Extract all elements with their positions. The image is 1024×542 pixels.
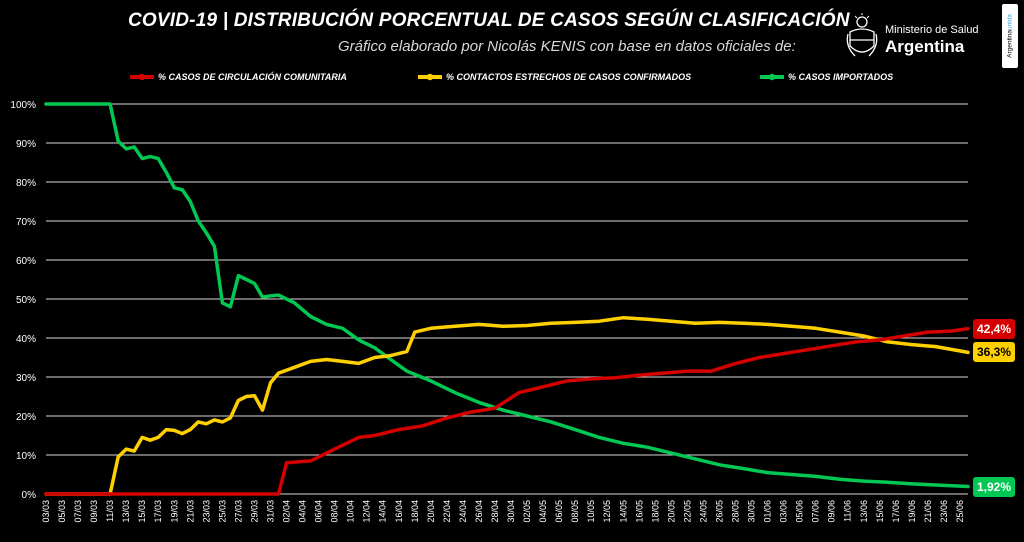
- y-tick-label: 40%: [16, 334, 36, 345]
- end-value-label: 36,3%: [973, 342, 1016, 363]
- x-tick-label: 12/05: [602, 500, 612, 523]
- x-tick-label: 13/06: [859, 500, 869, 523]
- end-value-label: 42,4%: [973, 318, 1016, 339]
- y-tick-label: 20%: [16, 412, 36, 423]
- x-tick-label: 10/04: [346, 500, 356, 523]
- x-tick-label: 23/03: [201, 500, 211, 523]
- y-tick-label: 60%: [16, 256, 36, 267]
- x-tick-label: 28/04: [490, 500, 500, 523]
- x-tick-label: 09/06: [827, 500, 837, 523]
- x-tick-label: 19/06: [907, 500, 917, 523]
- x-tick-label: 28/05: [730, 500, 740, 523]
- y-tick-label: 0%: [22, 490, 37, 501]
- y-tick-label: 90%: [16, 139, 36, 150]
- x-tick-label: 24/04: [458, 500, 468, 523]
- x-tick-label: 07/03: [73, 500, 83, 523]
- legend-label: % CONTACTOS ESTRECHOS DE CASOS CONFIRMAD…: [446, 72, 691, 82]
- y-tick-label: 100%: [10, 100, 36, 111]
- x-tick-label: 07/06: [811, 500, 821, 523]
- argentina-seal-icon: [846, 13, 878, 57]
- x-tick-label: 15/06: [875, 500, 885, 523]
- x-tick-label: 13/03: [121, 500, 131, 523]
- ministry-name: Ministerio de Salud: [885, 24, 979, 36]
- x-tick-label: 22/05: [682, 500, 692, 523]
- x-tick-label: 19/03: [169, 500, 179, 523]
- chart-title: COVID-19 | DISTRIBUCIÓN PORCENTUAL DE CA…: [128, 10, 850, 31]
- country-name: Argentina: [885, 37, 965, 56]
- y-tick-label: 80%: [16, 178, 36, 189]
- x-tick-label: 27/03: [233, 500, 243, 523]
- x-tick-label: 02/04: [282, 500, 292, 523]
- x-tick-label: 14/05: [618, 500, 628, 523]
- end-value-label: 1,92%: [973, 476, 1016, 497]
- legend-label: % CASOS DE CIRCULACIÓN COMUNITARIA: [158, 71, 347, 82]
- x-tick-label: 09/03: [89, 500, 99, 523]
- x-tick-label: 30/05: [747, 500, 757, 523]
- x-tick-label: 22/04: [442, 500, 452, 523]
- x-tick-label: 21/06: [923, 500, 933, 523]
- x-tick-label: 04/04: [298, 500, 308, 523]
- x-tick-label: 29/03: [249, 500, 259, 523]
- x-tick-label: 18/05: [650, 500, 660, 523]
- x-tick-label: 11/06: [843, 500, 853, 522]
- x-tick-label: 05/03: [57, 500, 67, 523]
- x-tick-label: 31/03: [265, 500, 275, 523]
- x-tick-label: 24/05: [698, 500, 708, 523]
- x-tick-label: 26/05: [714, 500, 724, 523]
- series-line: [44, 315, 970, 496]
- legend-label: % CASOS IMPORTADOS: [788, 72, 893, 82]
- x-tick-label: 20/04: [426, 500, 436, 523]
- x-tick-label: 21/03: [185, 500, 195, 523]
- legend-marker: [768, 73, 776, 81]
- x-tick-label: 04/05: [538, 500, 548, 523]
- x-tick-label: 16/05: [634, 500, 644, 523]
- x-tick-label: 08/04: [330, 500, 340, 523]
- y-tick-label: 10%: [16, 451, 36, 462]
- x-tick-label: 17/06: [891, 500, 901, 523]
- legend-marker: [426, 73, 434, 81]
- x-tick-label: 23/06: [939, 500, 949, 523]
- x-tick-label: 06/05: [554, 500, 564, 523]
- x-tick-label: 05/06: [795, 500, 805, 523]
- argentina-unida-badge: Argentinaunida: [1002, 4, 1018, 68]
- x-tick-label: 11/03: [105, 500, 115, 522]
- x-tick-label: 02/05: [522, 500, 532, 523]
- y-tick-label: 30%: [16, 373, 36, 384]
- x-tick-label: 25/03: [217, 500, 227, 523]
- legend-marker: [138, 73, 146, 81]
- x-tick-label: 14/04: [378, 500, 388, 523]
- series-line: [44, 102, 970, 489]
- x-tick-label: 25/06: [955, 500, 965, 523]
- x-tick-label: 15/03: [137, 500, 147, 523]
- x-tick-label: 03/03: [41, 500, 51, 523]
- x-tick-label: 18/04: [410, 500, 420, 523]
- x-tick-label: 06/04: [314, 500, 324, 523]
- series-line: [44, 326, 970, 496]
- y-tick-label: 50%: [16, 295, 36, 306]
- x-tick-label: 20/05: [666, 500, 676, 523]
- x-tick-label: 30/04: [506, 500, 516, 523]
- x-tick-label: 26/04: [474, 500, 484, 523]
- x-tick-label: 01/06: [763, 500, 773, 523]
- x-tick-label: 16/04: [394, 500, 404, 523]
- x-tick-label: 17/03: [153, 500, 163, 523]
- y-tick-label: 70%: [16, 217, 36, 228]
- x-tick-label: 12/04: [362, 500, 372, 523]
- x-tick-label: 03/06: [779, 500, 789, 523]
- chart-subtitle: Gráfico elaborado por Nicolás KENIS con …: [338, 38, 796, 55]
- x-tick-label: 08/05: [570, 500, 580, 523]
- x-tick-label: 10/05: [586, 500, 596, 523]
